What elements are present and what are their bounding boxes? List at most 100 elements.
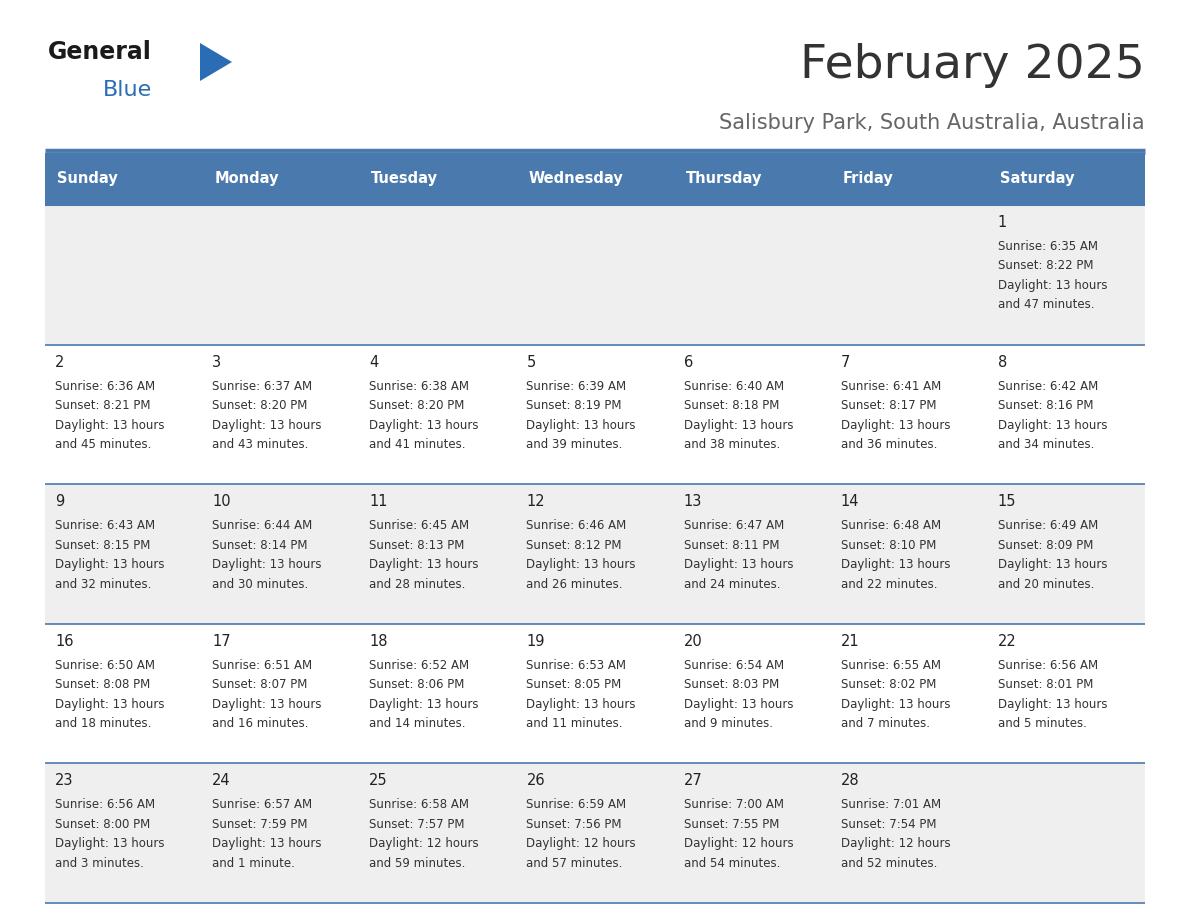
Text: Sunset: 7:55 PM: Sunset: 7:55 PM <box>683 818 779 831</box>
Text: 27: 27 <box>683 773 702 789</box>
Text: and 20 minutes.: and 20 minutes. <box>998 577 1094 590</box>
Text: Daylight: 13 hours: Daylight: 13 hours <box>526 419 636 431</box>
Text: Sunrise: 7:01 AM: Sunrise: 7:01 AM <box>841 799 941 812</box>
Text: Sunset: 7:56 PM: Sunset: 7:56 PM <box>526 818 623 831</box>
Text: 3: 3 <box>213 354 221 370</box>
Text: and 38 minutes.: and 38 minutes. <box>683 438 779 451</box>
Text: Thursday: Thursday <box>685 172 762 186</box>
Text: Sunset: 8:10 PM: Sunset: 8:10 PM <box>841 539 936 552</box>
Text: and 28 minutes.: and 28 minutes. <box>369 577 466 590</box>
Text: Sunrise: 6:43 AM: Sunrise: 6:43 AM <box>55 520 156 532</box>
Text: Sunrise: 6:45 AM: Sunrise: 6:45 AM <box>369 520 469 532</box>
Text: and 41 minutes.: and 41 minutes. <box>369 438 466 451</box>
Text: Daylight: 13 hours: Daylight: 13 hours <box>369 698 479 711</box>
Text: Wednesday: Wednesday <box>529 172 624 186</box>
Text: 25: 25 <box>369 773 388 789</box>
Text: Daylight: 13 hours: Daylight: 13 hours <box>369 558 479 571</box>
Text: Daylight: 13 hours: Daylight: 13 hours <box>683 558 794 571</box>
Text: 10: 10 <box>213 494 230 509</box>
Text: Daylight: 13 hours: Daylight: 13 hours <box>213 698 322 711</box>
Text: 6: 6 <box>683 354 693 370</box>
Text: and 18 minutes.: and 18 minutes. <box>55 717 151 731</box>
Bar <box>45 624 1145 764</box>
Text: Daylight: 13 hours: Daylight: 13 hours <box>998 279 1107 292</box>
Text: and 5 minutes.: and 5 minutes. <box>998 717 1087 731</box>
Text: Daylight: 13 hours: Daylight: 13 hours <box>55 558 164 571</box>
Text: Sunset: 8:11 PM: Sunset: 8:11 PM <box>683 539 779 552</box>
Text: Sunrise: 6:37 AM: Sunrise: 6:37 AM <box>213 380 312 393</box>
Text: and 54 minutes.: and 54 minutes. <box>683 856 781 870</box>
Text: Sunset: 8:02 PM: Sunset: 8:02 PM <box>841 678 936 691</box>
Text: and 57 minutes.: and 57 minutes. <box>526 856 623 870</box>
Text: 26: 26 <box>526 773 545 789</box>
Text: Sunrise: 6:38 AM: Sunrise: 6:38 AM <box>369 380 469 393</box>
Polygon shape <box>200 43 232 81</box>
Text: 13: 13 <box>683 494 702 509</box>
Text: Daylight: 13 hours: Daylight: 13 hours <box>55 837 164 850</box>
Text: Sunrise: 6:46 AM: Sunrise: 6:46 AM <box>526 520 627 532</box>
Text: 11: 11 <box>369 494 387 509</box>
Text: Sunset: 8:20 PM: Sunset: 8:20 PM <box>369 399 465 412</box>
Text: Sunrise: 6:58 AM: Sunrise: 6:58 AM <box>369 799 469 812</box>
Text: Sunrise: 6:50 AM: Sunrise: 6:50 AM <box>55 659 154 672</box>
Text: Sunrise: 6:35 AM: Sunrise: 6:35 AM <box>998 240 1098 253</box>
Text: 15: 15 <box>998 494 1017 509</box>
Bar <box>45 484 1145 624</box>
Text: Daylight: 13 hours: Daylight: 13 hours <box>998 698 1107 711</box>
Text: and 45 minutes.: and 45 minutes. <box>55 438 151 451</box>
Text: and 32 minutes.: and 32 minutes. <box>55 577 151 590</box>
Text: Sunrise: 7:00 AM: Sunrise: 7:00 AM <box>683 799 784 812</box>
Text: Sunset: 7:59 PM: Sunset: 7:59 PM <box>213 818 308 831</box>
Text: and 16 minutes.: and 16 minutes. <box>213 717 309 731</box>
Text: 12: 12 <box>526 494 545 509</box>
Text: and 52 minutes.: and 52 minutes. <box>841 856 937 870</box>
Text: 21: 21 <box>841 633 859 649</box>
Text: Sunrise: 6:47 AM: Sunrise: 6:47 AM <box>683 520 784 532</box>
Text: Daylight: 13 hours: Daylight: 13 hours <box>998 419 1107 431</box>
Text: Sunrise: 6:59 AM: Sunrise: 6:59 AM <box>526 799 626 812</box>
Text: 7: 7 <box>841 354 851 370</box>
Text: Sunset: 8:22 PM: Sunset: 8:22 PM <box>998 260 1093 273</box>
Text: and 9 minutes.: and 9 minutes. <box>683 717 772 731</box>
Text: Sunset: 8:17 PM: Sunset: 8:17 PM <box>841 399 936 412</box>
Text: Sunrise: 6:44 AM: Sunrise: 6:44 AM <box>213 520 312 532</box>
Text: and 22 minutes.: and 22 minutes. <box>841 577 937 590</box>
Text: 8: 8 <box>998 354 1007 370</box>
Text: Sunrise: 6:54 AM: Sunrise: 6:54 AM <box>683 659 784 672</box>
Text: 2: 2 <box>55 354 64 370</box>
Text: and 47 minutes.: and 47 minutes. <box>998 298 1094 311</box>
Text: Sunrise: 6:53 AM: Sunrise: 6:53 AM <box>526 659 626 672</box>
Text: and 11 minutes.: and 11 minutes. <box>526 717 623 731</box>
Text: and 7 minutes.: and 7 minutes. <box>841 717 930 731</box>
Text: Daylight: 13 hours: Daylight: 13 hours <box>841 698 950 711</box>
Text: Sunset: 8:00 PM: Sunset: 8:00 PM <box>55 818 150 831</box>
Text: General: General <box>48 40 152 64</box>
Text: Daylight: 13 hours: Daylight: 13 hours <box>55 419 164 431</box>
Text: Sunrise: 6:42 AM: Sunrise: 6:42 AM <box>998 380 1098 393</box>
Text: Sunset: 8:14 PM: Sunset: 8:14 PM <box>213 539 308 552</box>
Text: Sunset: 8:16 PM: Sunset: 8:16 PM <box>998 399 1093 412</box>
Text: Sunset: 8:18 PM: Sunset: 8:18 PM <box>683 399 779 412</box>
Text: Sunset: 7:54 PM: Sunset: 7:54 PM <box>841 818 936 831</box>
Text: Daylight: 13 hours: Daylight: 13 hours <box>526 698 636 711</box>
Text: 18: 18 <box>369 633 387 649</box>
Text: Monday: Monday <box>214 172 279 186</box>
Text: Sunset: 8:06 PM: Sunset: 8:06 PM <box>369 678 465 691</box>
Text: Salisbury Park, South Australia, Australia: Salisbury Park, South Australia, Austral… <box>720 113 1145 133</box>
Text: Sunset: 8:13 PM: Sunset: 8:13 PM <box>369 539 465 552</box>
Text: Sunrise: 6:51 AM: Sunrise: 6:51 AM <box>213 659 312 672</box>
Text: 23: 23 <box>55 773 74 789</box>
Text: Daylight: 12 hours: Daylight: 12 hours <box>369 837 479 850</box>
Text: Daylight: 12 hours: Daylight: 12 hours <box>841 837 950 850</box>
Text: Daylight: 13 hours: Daylight: 13 hours <box>213 419 322 431</box>
Text: 4: 4 <box>369 354 379 370</box>
Text: and 14 minutes.: and 14 minutes. <box>369 717 466 731</box>
Text: Daylight: 13 hours: Daylight: 13 hours <box>369 419 479 431</box>
Text: 5: 5 <box>526 354 536 370</box>
Text: Sunset: 8:08 PM: Sunset: 8:08 PM <box>55 678 150 691</box>
Text: and 24 minutes.: and 24 minutes. <box>683 577 781 590</box>
Text: Saturday: Saturday <box>1000 172 1074 186</box>
Text: Sunset: 8:03 PM: Sunset: 8:03 PM <box>683 678 779 691</box>
Text: and 43 minutes.: and 43 minutes. <box>213 438 309 451</box>
Text: and 26 minutes.: and 26 minutes. <box>526 577 623 590</box>
